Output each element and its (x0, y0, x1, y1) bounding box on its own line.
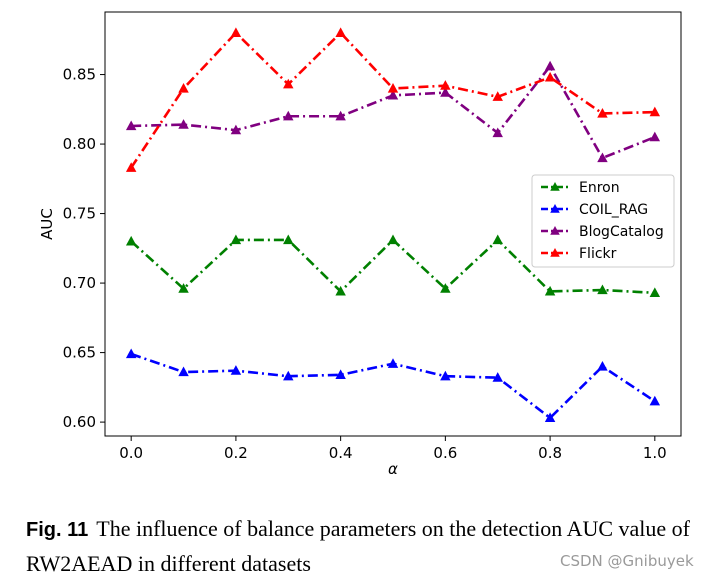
x-tick-label: 1.0 (643, 444, 667, 462)
x-axis-label: α (388, 460, 398, 478)
data-point-marker (492, 91, 503, 101)
data-point-marker (492, 234, 503, 245)
legend: Enron COIL_RAG BlogCatalog Flickr (531, 174, 675, 268)
data-point-marker (649, 131, 661, 142)
data-point-marker (387, 82, 399, 93)
caption-text: The influence of balance parameters on t… (26, 516, 691, 576)
auc-line-chart: 0.0 0.2 0.4 0.6 0.8 1.0 0.600.650.700.750.800… (38, 11, 682, 478)
data-point-marker (283, 78, 294, 89)
data-point-marker (335, 285, 346, 296)
data-point-marker (178, 366, 189, 377)
data-point-marker (125, 120, 137, 131)
legend-marker (550, 248, 560, 257)
data-point-marker (492, 127, 503, 138)
data-point-marker (335, 27, 346, 37)
data-point-marker (544, 60, 556, 71)
data-point-marker (283, 234, 294, 245)
data-point-marker (649, 395, 661, 406)
figure-number: Fig. 11 (26, 519, 89, 541)
legend-marker (550, 182, 560, 191)
data-point-marker (125, 162, 137, 172)
data-point-marker (178, 119, 189, 129)
data-point-marker (544, 71, 556, 82)
data-point-marker (440, 370, 451, 381)
data-point-marker (597, 152, 608, 163)
legend-label: BlogCatalog (579, 224, 664, 240)
data-point-marker (597, 360, 608, 371)
data-point-marker (230, 27, 242, 37)
figure-caption: Fig. 11 The influence of balance paramete… (26, 512, 716, 580)
series-line (131, 63, 656, 160)
data-point-marker (440, 283, 451, 293)
data-point-marker (387, 358, 399, 368)
data-point-marker (597, 284, 608, 295)
data-point-marker (440, 80, 451, 90)
data-point-marker (335, 110, 346, 121)
data-point-marker (387, 89, 399, 100)
legend-label: Enron (579, 180, 620, 196)
legend-label: COIL_RAG (579, 202, 648, 218)
x-tick-label: 0.2 (224, 444, 248, 462)
data-point-marker (440, 87, 451, 97)
x-axis-ticks: 0.0 0.2 0.4 0.6 0.8 1.0 (119, 436, 667, 462)
y-tick-label: 0.80 (63, 135, 96, 153)
data-point-marker (283, 110, 294, 121)
y-tick-label: 0.70 (63, 274, 96, 292)
series-layer (125, 27, 661, 423)
series-enron (125, 234, 661, 297)
y-tick-label: 0.60 (63, 413, 96, 431)
data-point-marker (125, 348, 137, 359)
data-point-marker (387, 234, 399, 245)
series-blogcatalog (125, 60, 661, 163)
data-point-marker (544, 412, 556, 423)
legend-box (531, 174, 675, 268)
y-tick-label: 0.85 (63, 66, 96, 84)
watermark: CSDN @Gnibuyek (560, 552, 694, 570)
legend-marker (550, 204, 560, 213)
data-point-marker (125, 235, 137, 246)
legend-label: Flickr (579, 246, 617, 262)
data-point-marker (178, 283, 189, 293)
data-point-marker (649, 106, 661, 117)
data-point-marker (178, 82, 189, 93)
x-tick-label: 0.4 (329, 444, 353, 462)
data-point-marker (597, 107, 608, 118)
data-point-marker (230, 365, 242, 375)
y-tick-label: 0.65 (63, 344, 96, 362)
y-axis-ticks: 0.60 0.65 0.70 0.75 0.80 0.85 (63, 66, 105, 431)
data-point-marker (544, 285, 556, 296)
y-axis-label: AUC (38, 208, 56, 240)
x-tick-label: 0.0 (119, 444, 143, 462)
data-point-marker (649, 287, 661, 297)
series-flickr (125, 27, 661, 172)
series-line (130, 30, 655, 169)
y-tick-label: 0.75 (63, 205, 96, 223)
x-tick-label: 0.8 (538, 444, 562, 462)
plot-area-frame (104, 11, 682, 437)
data-point-marker (230, 234, 242, 245)
data-point-marker (283, 370, 294, 381)
series-coil-rag (125, 348, 661, 423)
data-point-marker (492, 372, 503, 382)
x-tick-label: 0.6 (433, 444, 457, 462)
data-point-marker (335, 369, 346, 379)
data-point-marker (230, 124, 242, 135)
legend-marker (550, 226, 560, 235)
